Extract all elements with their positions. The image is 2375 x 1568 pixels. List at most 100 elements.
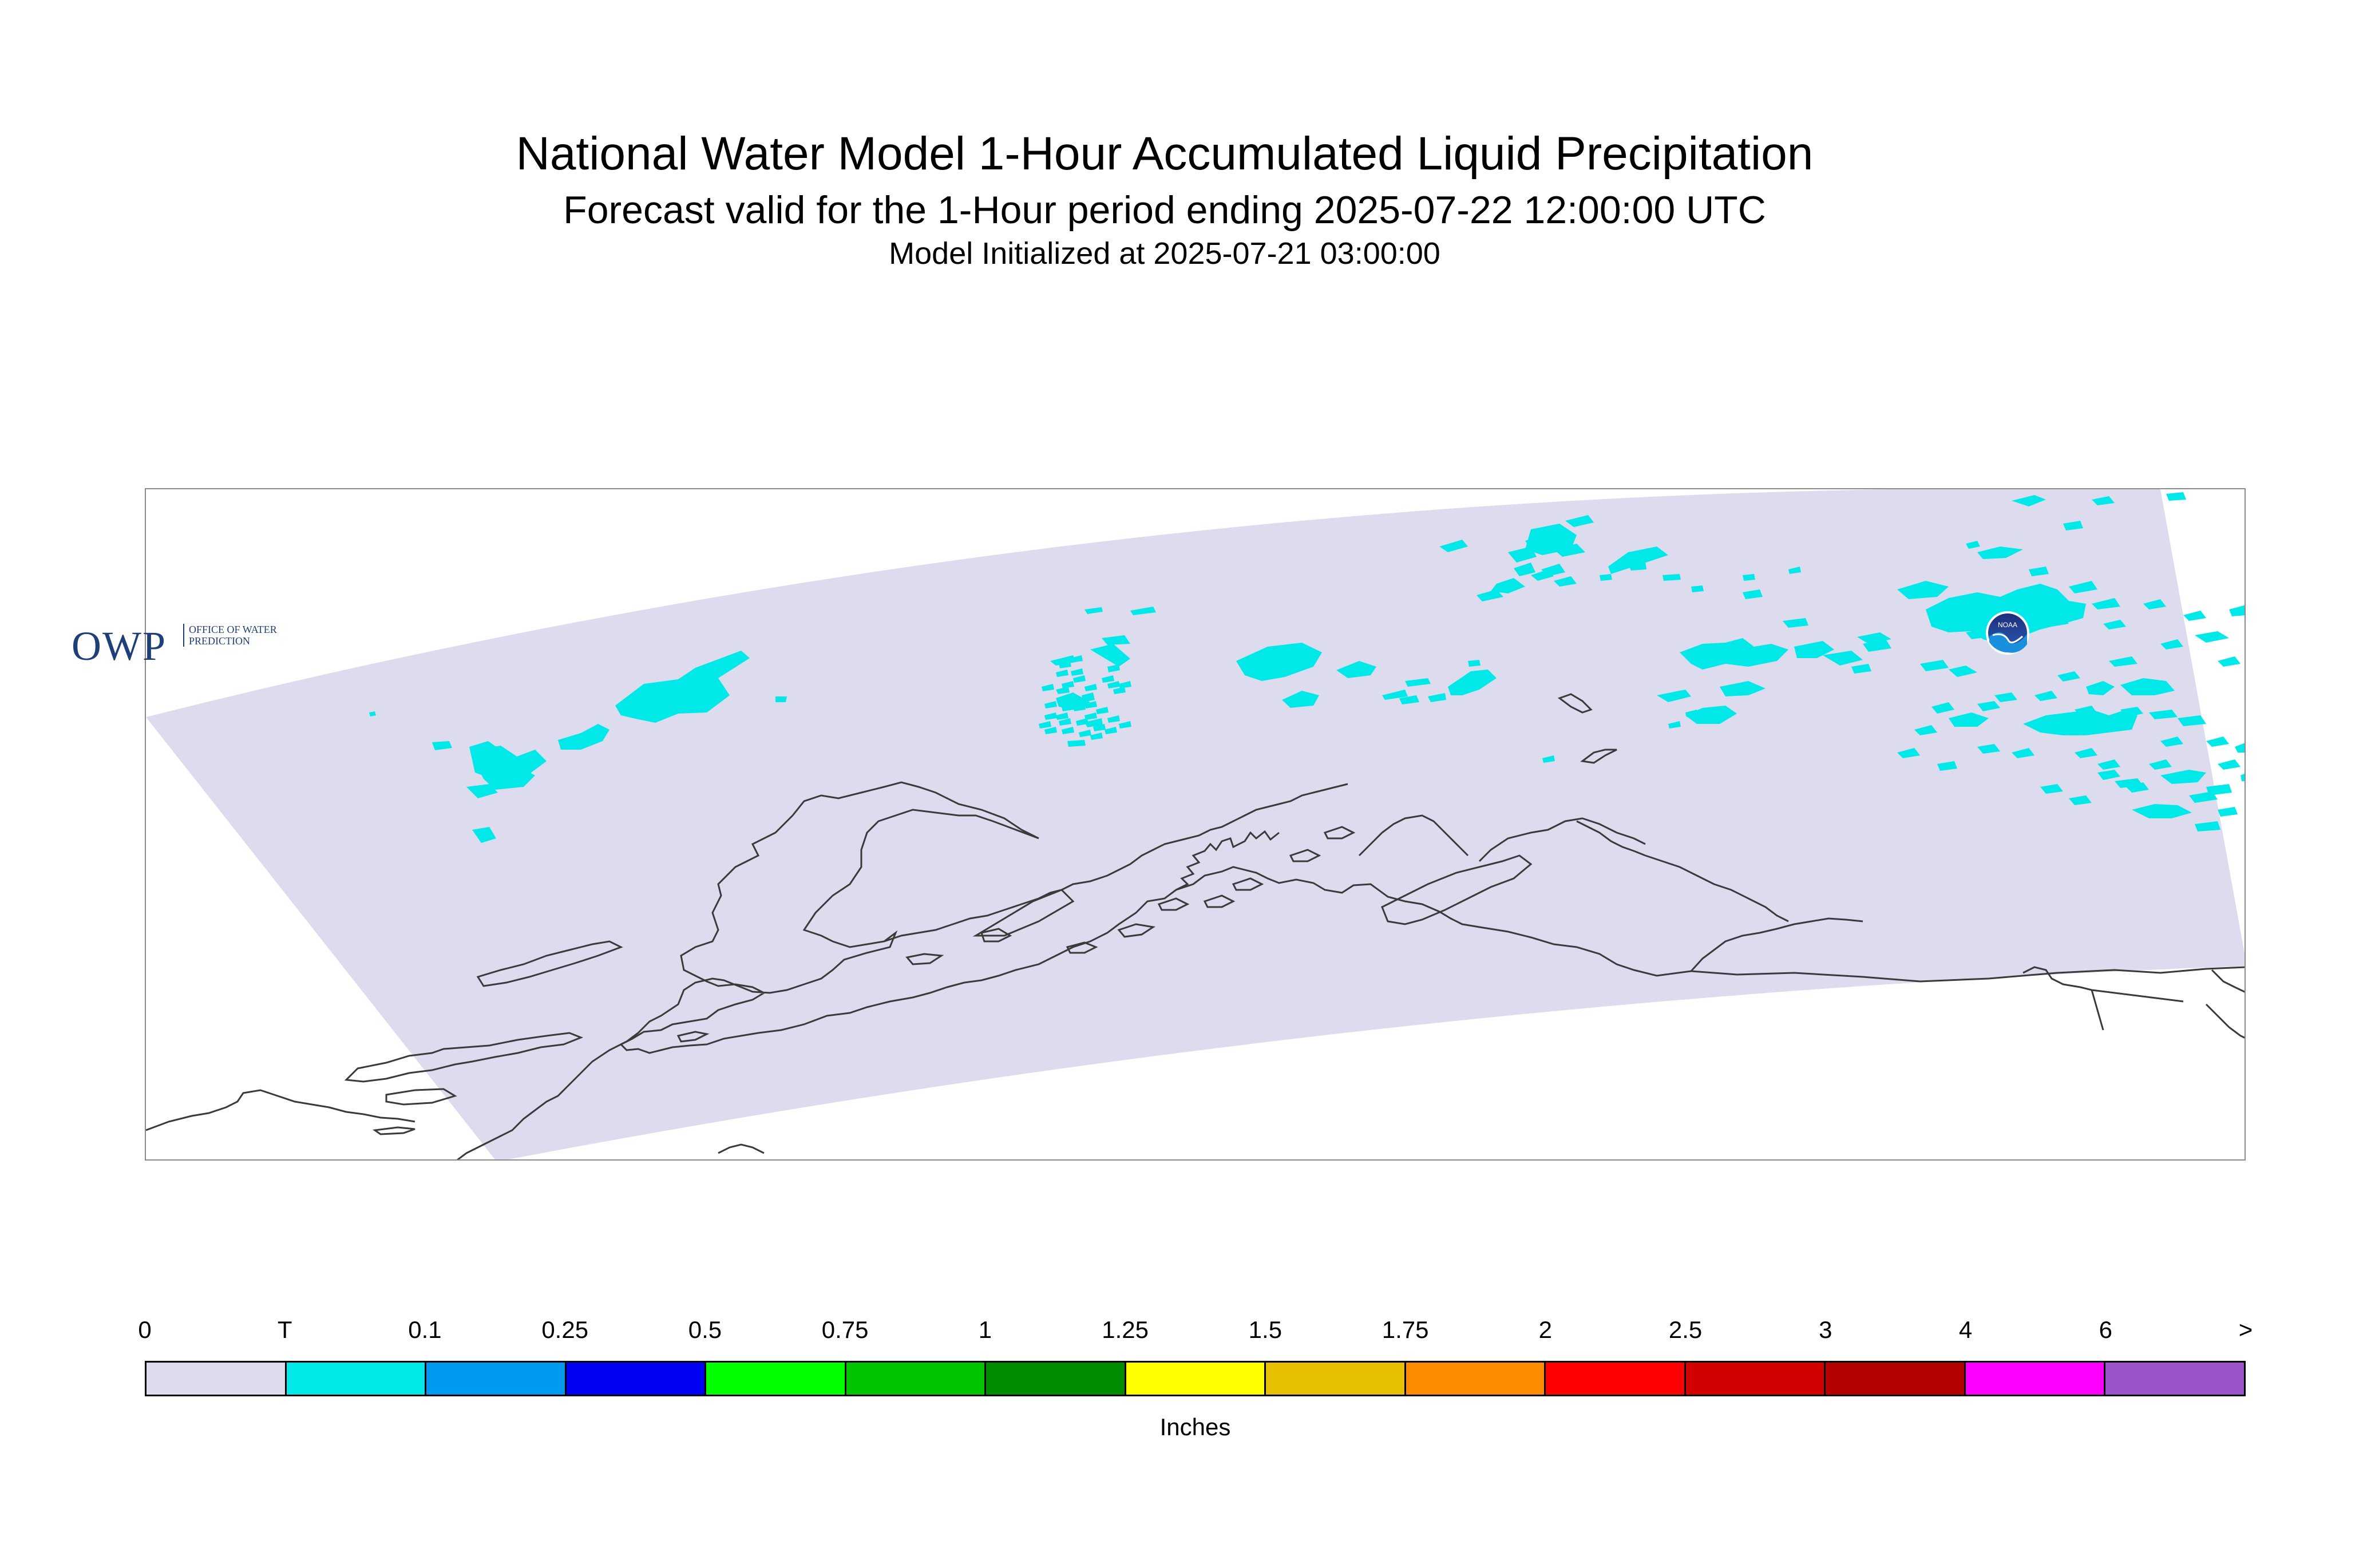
precip-area	[1084, 684, 1097, 691]
precip-area	[1082, 692, 1095, 702]
precip-area	[2075, 748, 2097, 758]
precip-areas	[369, 492, 2245, 843]
precip-area	[1743, 574, 1755, 581]
precip-area	[2143, 599, 2166, 609]
legend-swatch	[846, 1363, 987, 1395]
precip-area	[1743, 589, 1763, 599]
legend-swatch	[1406, 1363, 1546, 1395]
legend-swatch	[1266, 1363, 1406, 1395]
precip-area	[1044, 727, 1057, 734]
legend-swatch	[706, 1363, 846, 1395]
precip-area	[1691, 585, 1704, 592]
precip-area	[1937, 761, 1957, 771]
legend-swatch	[426, 1363, 567, 1395]
legend-swatch	[1126, 1363, 1266, 1395]
precip-area	[1600, 574, 1612, 581]
coastline-island	[1580, 749, 1617, 764]
legend-swatch	[1546, 1363, 1686, 1395]
precip-area	[1554, 576, 1577, 587]
precip-area	[1079, 730, 1091, 737]
coastline-canada	[2022, 966, 2184, 1003]
coastline-island	[476, 940, 623, 987]
precip-area	[2075, 706, 2097, 716]
precip-area	[2046, 616, 2069, 627]
coastline-fjords	[1690, 917, 1863, 972]
precip-area	[2218, 656, 2241, 667]
coastline-alaska-peninsula	[884, 783, 1348, 943]
precip-area	[1954, 616, 1977, 627]
precip-area	[2241, 773, 2245, 781]
precip-area	[1382, 690, 1408, 700]
precip-area	[1994, 692, 2017, 702]
precip-area	[1662, 574, 1681, 581]
owp-logo: OWP OFFICE OF WATER PREDICTION	[72, 623, 277, 670]
precipitation-map	[145, 488, 2246, 1161]
coastline-st-lawrence	[372, 1126, 415, 1135]
precip-area	[1525, 535, 1549, 548]
precip-area	[1073, 675, 1086, 683]
precip-area	[1794, 641, 1834, 658]
legend-swatch	[147, 1363, 287, 1395]
precip-area	[1477, 589, 1503, 601]
precip-area	[1823, 651, 1863, 666]
precip-area	[1542, 755, 1555, 763]
coastline-island	[1323, 826, 1356, 840]
legend-tick-label: 1.25	[1102, 1316, 1149, 1343]
precip-area	[1514, 563, 1535, 576]
precip-area	[1076, 718, 1088, 726]
precip-area	[1554, 544, 1585, 557]
precip-area	[1090, 732, 1103, 740]
precip-area	[1282, 691, 1319, 708]
precip-area	[466, 784, 498, 798]
precip-area	[1062, 704, 1074, 711]
legend-tick-label: 2.5	[1668, 1316, 1703, 1343]
precip-area	[1491, 578, 1525, 593]
legend-swatch	[286, 1363, 427, 1395]
precip-area	[1977, 547, 2023, 559]
precip-area	[2195, 821, 2220, 831]
coastline-island	[1232, 877, 1264, 891]
precip-area	[1851, 664, 1871, 674]
precip-area	[1084, 712, 1097, 720]
precip-area	[2092, 496, 2115, 505]
coastline-island	[972, 889, 1075, 937]
precip-area	[1042, 684, 1054, 691]
precip-area	[2109, 656, 2138, 667]
precip-area	[1062, 681, 1074, 688]
precip-area	[1067, 740, 1086, 747]
precip-area	[2012, 495, 2046, 506]
legend-tick-label: 1.5	[1248, 1316, 1282, 1343]
precip-area	[1084, 718, 1103, 727]
precip-area	[1788, 567, 1801, 574]
legend-tick-label: 0.25	[541, 1316, 589, 1343]
precip-area	[2103, 620, 2126, 629]
legend-swatch	[986, 1363, 1126, 1395]
legend-swatch	[1826, 1363, 1966, 1395]
precip-area	[1107, 681, 1120, 688]
precip-area	[432, 741, 452, 750]
precip-area	[1949, 712, 1989, 727]
precip-area	[1039, 721, 1051, 728]
precip-area	[1657, 690, 1691, 702]
precip-area	[2132, 804, 2192, 818]
precip-area	[2069, 795, 2092, 805]
precip-area	[1119, 681, 1131, 688]
legend-swatch	[566, 1363, 707, 1395]
precip-area	[1084, 701, 1097, 708]
legend-tick-label: 4	[1958, 1316, 1973, 1343]
precip-area	[1102, 635, 1130, 645]
precip-area	[615, 651, 750, 723]
legend-units: Inches	[1159, 1413, 1231, 1440]
precip-area	[2092, 598, 2120, 609]
map-subtitle: Forecast valid for the 1-Hour period end…	[563, 188, 1766, 232]
owp-logo-letters: OWP	[72, 623, 167, 669]
noaa-logo-text: NOAA	[1998, 621, 2017, 629]
legend-tick-label: 6	[2099, 1316, 2112, 1343]
precip-area	[1102, 675, 1114, 683]
precip-area	[1056, 670, 1068, 677]
coastline-siberia	[718, 1143, 765, 1154]
precip-area	[1044, 701, 1057, 708]
precip-area	[1302, 651, 1315, 659]
precip-area	[1056, 712, 1068, 720]
precip-area	[1628, 561, 1646, 571]
